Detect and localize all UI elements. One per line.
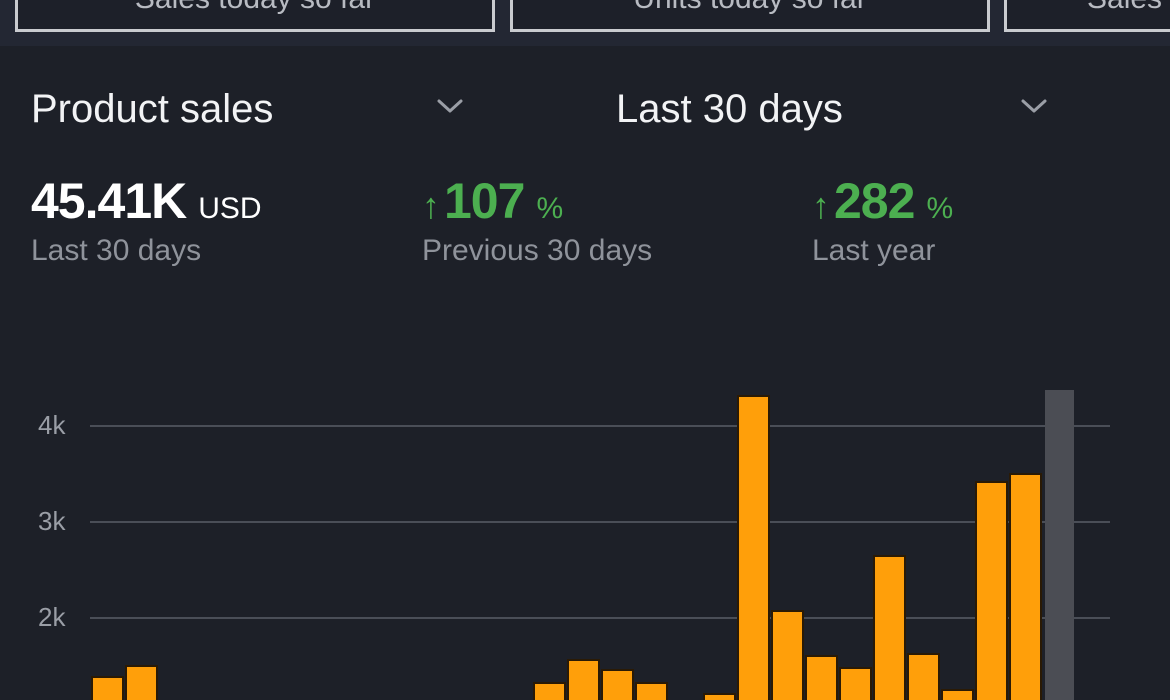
bar[interactable] — [773, 612, 802, 700]
chevron-down-icon — [437, 99, 463, 113]
bar-today[interactable] — [1045, 389, 1074, 700]
bar[interactable] — [93, 677, 122, 700]
total-sales-value: 45.41K — [31, 173, 187, 229]
stat-label: Last year — [812, 234, 936, 267]
bar[interactable] — [977, 482, 1006, 700]
card-label: Sales today so far — [18, 0, 492, 16]
previous-period-change-stat: ↑ 107 % Previous 30 days — [422, 172, 652, 268]
bar[interactable] — [1011, 474, 1040, 700]
metric-dropdown-label: Product sales — [31, 86, 274, 131]
gridline — [90, 617, 1110, 619]
bar[interactable] — [705, 694, 734, 700]
date-range-dropdown-label: Last 30 days — [616, 86, 843, 131]
stat-label: Last 30 days — [31, 234, 202, 267]
bar[interactable] — [909, 655, 938, 700]
bar[interactable] — [841, 668, 870, 700]
bar[interactable] — [739, 397, 768, 700]
y-axis-tick-label: 3k — [38, 506, 66, 536]
change-value: 282 — [834, 173, 915, 229]
sales-card[interactable]: Sales — [1004, 0, 1170, 32]
bar[interactable] — [535, 684, 564, 700]
summary-cards-strip: Sales today so far Units today so far Sa… — [0, 0, 1170, 46]
sales-bar-chart[interactable]: 1k 2k 3k 4k — [0, 300, 1170, 700]
y-axis-tick-label: 1k — [38, 698, 78, 700]
y-axis-tick-label: 4k — [38, 410, 66, 440]
card-label: Units today so far — [513, 0, 987, 16]
sales-today-card[interactable]: Sales today so far — [15, 0, 495, 32]
gridline — [90, 425, 1110, 427]
y-axis-tick-label: 2k — [38, 602, 66, 632]
currency-unit: USD — [198, 192, 262, 225]
metric-dropdown[interactable]: Product sales — [31, 84, 471, 134]
percent-unit: % — [926, 192, 954, 225]
stat-label: Previous 30 days — [422, 234, 653, 267]
bar[interactable] — [943, 690, 972, 700]
bar[interactable] — [569, 661, 598, 700]
gridline — [90, 521, 1110, 523]
card-label: Sales — [1087, 0, 1170, 16]
bar[interactable] — [807, 657, 836, 700]
arrow-up-icon: ↑ — [812, 185, 830, 226]
date-range-dropdown[interactable]: Last 30 days — [616, 84, 1056, 134]
bar[interactable] — [875, 556, 904, 700]
units-today-card[interactable]: Units today so far — [510, 0, 990, 32]
total-sales-stat: 45.41K USD Last 30 days — [31, 172, 262, 268]
chevron-down-icon — [1021, 99, 1047, 113]
percent-unit: % — [536, 192, 564, 225]
bar[interactable] — [127, 666, 156, 700]
bar[interactable] — [637, 684, 666, 700]
bar[interactable] — [603, 670, 632, 700]
last-year-change-stat: ↑ 282 % Last year — [812, 172, 953, 268]
change-value: 107 — [444, 173, 525, 229]
arrow-up-icon: ↑ — [422, 185, 440, 226]
